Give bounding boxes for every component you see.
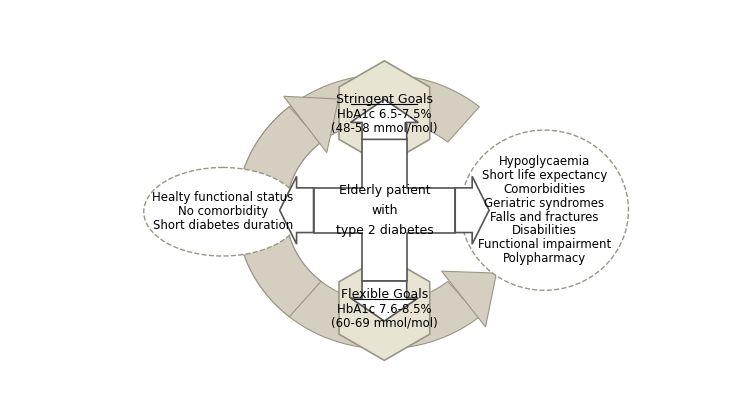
Text: Polypharmacy: Polypharmacy [503, 252, 586, 265]
Ellipse shape [460, 130, 628, 290]
Ellipse shape [144, 168, 302, 256]
Text: HbA1c 7.6-8.5%: HbA1c 7.6-8.5% [337, 303, 432, 316]
Polygon shape [339, 256, 430, 360]
Polygon shape [314, 139, 455, 281]
Polygon shape [350, 99, 418, 139]
Polygon shape [284, 96, 338, 153]
Polygon shape [350, 281, 418, 321]
Text: Flexible Goals: Flexible Goals [340, 288, 428, 301]
Polygon shape [455, 176, 489, 244]
Text: HbA1c 6.5-7.5%: HbA1c 6.5-7.5% [337, 108, 432, 121]
Polygon shape [236, 75, 479, 349]
Text: Hypoglycaemia: Hypoglycaemia [499, 155, 590, 168]
Text: Healty functional status: Healty functional status [152, 191, 293, 204]
Text: Falls and fractures: Falls and fractures [490, 211, 598, 224]
Text: Disabilities: Disabilities [512, 224, 577, 238]
Text: Stringent Goals: Stringent Goals [336, 93, 433, 106]
Text: Elderly patient
with
type 2 diabetes: Elderly patient with type 2 diabetes [335, 184, 433, 237]
Text: No comorbidity: No comorbidity [178, 205, 268, 218]
Polygon shape [280, 176, 314, 244]
Polygon shape [339, 61, 430, 166]
Text: Short diabetes duration: Short diabetes duration [152, 219, 292, 232]
Polygon shape [442, 271, 497, 327]
Text: Short life expectancy: Short life expectancy [482, 169, 608, 182]
Text: Geriatric syndromes: Geriatric syndromes [484, 197, 604, 210]
Text: (60-69 mmol/mol): (60-69 mmol/mol) [331, 316, 438, 329]
Text: Functional impairment: Functional impairment [478, 239, 611, 251]
Text: (48-58 mmol/mol): (48-58 mmol/mol) [332, 121, 438, 134]
Polygon shape [236, 107, 321, 317]
Text: Comorbidities: Comorbidities [503, 183, 586, 196]
